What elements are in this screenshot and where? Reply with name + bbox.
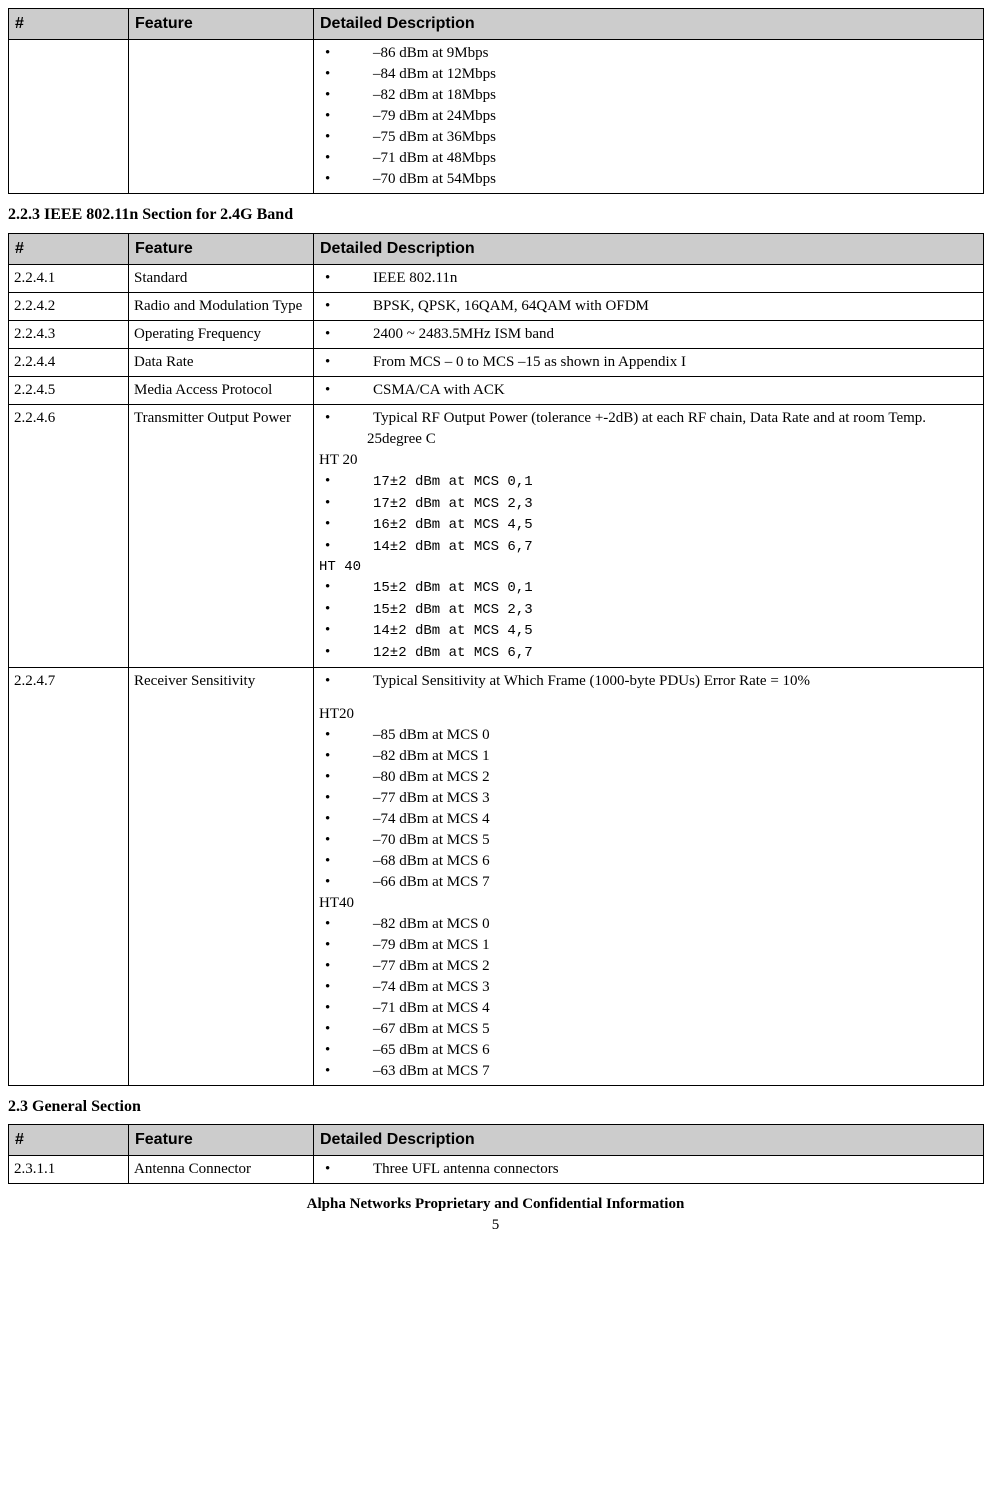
desc-bullet: –79 dBm at 24Mbps <box>319 106 978 127</box>
desc-bullet: From MCS – 0 to MCS –15 as shown in Appe… <box>319 352 978 373</box>
footer-text: Alpha Networks Proprietary and Confident… <box>8 1194 983 1215</box>
table-row: 2.2.4.1 Standard IEEE 802.11n <box>9 265 984 293</box>
desc-bullet: –65 dBm at MCS 6 <box>319 1040 978 1061</box>
col-header-num: # <box>9 233 129 264</box>
table-header-row: # Feature Detailed Description <box>9 233 984 264</box>
desc-bullet: 15±2 dBm at MCS 0,1 <box>319 577 978 599</box>
cell-num: 2.2.4.3 <box>9 321 129 349</box>
section-heading-general: 2.3 General Section <box>8 1096 983 1118</box>
desc-subheading: HT40 <box>319 893 978 914</box>
desc-bullet: –74 dBm at MCS 4 <box>319 809 978 830</box>
desc-bullet: –84 dBm at 12Mbps <box>319 64 978 85</box>
desc-subheading: HT20 <box>319 704 978 725</box>
cell-feature: Operating Frequency <box>129 321 314 349</box>
table-header-row: # Feature Detailed Description <box>9 9 984 40</box>
cell-num: 2.2.4.7 <box>9 667 129 1085</box>
col-header-desc: Detailed Description <box>314 1124 984 1155</box>
desc-bullet: –66 dBm at MCS 7 <box>319 872 978 893</box>
cell-desc: 2400 ~ 2483.5MHz ISM band <box>314 321 984 349</box>
cell-num: 2.2.4.6 <box>9 405 129 667</box>
cell-desc: IEEE 802.11n <box>314 265 984 293</box>
table-row: –86 dBm at 9Mbps –84 dBm at 12Mbps –82 d… <box>9 40 984 194</box>
spec-table-2: # Feature Detailed Description 2.2.4.1 S… <box>8 233 984 1086</box>
col-header-feature: Feature <box>129 233 314 264</box>
cell-desc: –86 dBm at 9Mbps –84 dBm at 12Mbps –82 d… <box>314 40 984 194</box>
section-heading-80211n: 2.2.3 IEEE 802.11n Section for 2.4G Band <box>8 204 983 226</box>
desc-bullet: Typical Sensitivity at Which Frame (1000… <box>319 671 978 692</box>
cell-feature: Transmitter Output Power <box>129 405 314 667</box>
desc-bullet: –75 dBm at 36Mbps <box>319 127 978 148</box>
cell-feature: Standard <box>129 265 314 293</box>
desc-bullet: –67 dBm at MCS 5 <box>319 1019 978 1040</box>
cell-desc: Typical Sensitivity at Which Frame (1000… <box>314 667 984 1085</box>
desc-bullet: –77 dBm at MCS 2 <box>319 956 978 977</box>
desc-bullet: –86 dBm at 9Mbps <box>319 43 978 64</box>
cell-num: 2.2.4.4 <box>9 349 129 377</box>
cell-desc: Three UFL antenna connectors <box>314 1156 984 1184</box>
table-row: 2.2.4.4 Data Rate From MCS – 0 to MCS –1… <box>9 349 984 377</box>
desc-bullet: 14±2 dBm at MCS 6,7 <box>319 536 978 558</box>
table-row: 2.2.4.7 Receiver Sensitivity Typical Sen… <box>9 667 984 1085</box>
desc-bullet: –85 dBm at MCS 0 <box>319 725 978 746</box>
cell-desc: BPSK, QPSK, 16QAM, 64QAM with OFDM <box>314 293 984 321</box>
desc-bullet: –68 dBm at MCS 6 <box>319 851 978 872</box>
col-header-feature: Feature <box>129 1124 314 1155</box>
cell-num: 2.2.4.2 <box>9 293 129 321</box>
desc-bullet: –82 dBm at 18Mbps <box>319 85 978 106</box>
table-row: 2.2.4.5 Media Access Protocol CSMA/CA wi… <box>9 377 984 405</box>
cell-desc: From MCS – 0 to MCS –15 as shown in Appe… <box>314 349 984 377</box>
desc-bullet: –63 dBm at MCS 7 <box>319 1061 978 1082</box>
desc-bullet: –70 dBm at 54Mbps <box>319 169 978 190</box>
table-header-row: # Feature Detailed Description <box>9 1124 984 1155</box>
spec-table-1: # Feature Detailed Description –86 dBm a… <box>8 8 984 194</box>
cell-feature: Antenna Connector <box>129 1156 314 1184</box>
cell-feature: Radio and Modulation Type <box>129 293 314 321</box>
cell-desc: CSMA/CA with ACK <box>314 377 984 405</box>
desc-bullet: –74 dBm at MCS 3 <box>319 977 978 998</box>
desc-bullet: –80 dBm at MCS 2 <box>319 767 978 788</box>
cell-num: 2.2.4.1 <box>9 265 129 293</box>
spacer <box>319 692 978 704</box>
col-header-num: # <box>9 1124 129 1155</box>
table-row: 2.2.4.3 Operating Frequency 2400 ~ 2483.… <box>9 321 984 349</box>
cell-num: 2.2.4.5 <box>9 377 129 405</box>
cell-desc: Typical RF Output Power (tolerance +-2dB… <box>314 405 984 667</box>
col-header-feature: Feature <box>129 9 314 40</box>
cell-num: 2.3.1.1 <box>9 1156 129 1184</box>
desc-bullet: –77 dBm at MCS 3 <box>319 788 978 809</box>
desc-bullet: 2400 ~ 2483.5MHz ISM band <box>319 324 978 345</box>
cell-feature: Receiver Sensitivity <box>129 667 314 1085</box>
col-header-num: # <box>9 9 129 40</box>
desc-bullet: 12±2 dBm at MCS 6,7 <box>319 642 978 664</box>
cell-num <box>9 40 129 194</box>
desc-bullet: 15±2 dBm at MCS 2,3 <box>319 599 978 621</box>
desc-bullet: 17±2 dBm at MCS 0,1 <box>319 471 978 493</box>
page-number: 5 <box>8 1215 983 1236</box>
desc-bullet: Typical RF Output Power (tolerance +-2dB… <box>319 408 978 450</box>
cell-feature: Data Rate <box>129 349 314 377</box>
table-row: 2.2.4.2 Radio and Modulation Type BPSK, … <box>9 293 984 321</box>
table-row: 2.2.4.6 Transmitter Output Power Typical… <box>9 405 984 667</box>
desc-bullet: –71 dBm at MCS 4 <box>319 998 978 1019</box>
spec-table-3: # Feature Detailed Description 2.3.1.1 A… <box>8 1124 984 1184</box>
desc-bullet: CSMA/CA with ACK <box>319 380 978 401</box>
desc-bullet: 14±2 dBm at MCS 4,5 <box>319 620 978 642</box>
desc-subheading: HT 20 <box>319 450 978 471</box>
cell-feature <box>129 40 314 194</box>
col-header-desc: Detailed Description <box>314 233 984 264</box>
desc-bullet: –70 dBm at MCS 5 <box>319 830 978 851</box>
desc-bullet: 17±2 dBm at MCS 2,3 <box>319 493 978 515</box>
desc-bullet: –82 dBm at MCS 1 <box>319 746 978 767</box>
desc-bullet: –82 dBm at MCS 0 <box>319 914 978 935</box>
desc-bullet: –79 dBm at MCS 1 <box>319 935 978 956</box>
desc-bullet: 16±2 dBm at MCS 4,5 <box>319 514 978 536</box>
cell-feature: Media Access Protocol <box>129 377 314 405</box>
col-header-desc: Detailed Description <box>314 9 984 40</box>
desc-bullet: IEEE 802.11n <box>319 268 978 289</box>
desc-bullet: –71 dBm at 48Mbps <box>319 148 978 169</box>
desc-bullet: Three UFL antenna connectors <box>319 1159 978 1180</box>
desc-bullet: BPSK, QPSK, 16QAM, 64QAM with OFDM <box>319 296 978 317</box>
table-row: 2.3.1.1 Antenna Connector Three UFL ante… <box>9 1156 984 1184</box>
desc-subheading: HT 40 <box>319 558 978 578</box>
